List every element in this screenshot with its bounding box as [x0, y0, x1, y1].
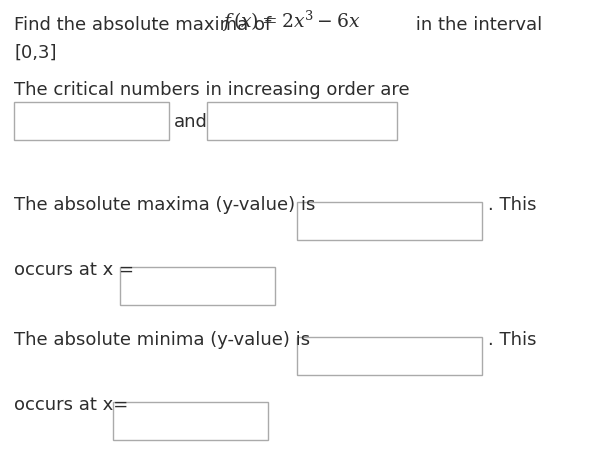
FancyBboxPatch shape	[14, 102, 169, 140]
FancyBboxPatch shape	[113, 402, 268, 440]
Text: [0,3]: [0,3]	[14, 44, 57, 62]
Text: occurs at x =: occurs at x =	[14, 261, 134, 279]
FancyBboxPatch shape	[207, 102, 397, 140]
FancyBboxPatch shape	[297, 337, 482, 375]
Text: The absolute minima (y-value) is: The absolute minima (y-value) is	[14, 331, 310, 349]
FancyBboxPatch shape	[120, 267, 275, 305]
Text: in the interval: in the interval	[410, 16, 543, 34]
FancyBboxPatch shape	[297, 202, 482, 240]
Text: The absolute maxima (y-value) is: The absolute maxima (y-value) is	[14, 196, 316, 214]
Text: $f\,(x) = 2x^3 - 6x$: $f\,(x) = 2x^3 - 6x$	[222, 9, 361, 34]
Text: The critical numbers in increasing order are: The critical numbers in increasing order…	[14, 81, 410, 99]
Text: and: and	[174, 113, 208, 131]
Text: Find the absolute maxima of: Find the absolute maxima of	[14, 16, 277, 34]
Text: . This: . This	[488, 331, 537, 349]
Text: occurs at x=: occurs at x=	[14, 396, 128, 414]
Text: . This: . This	[488, 196, 537, 214]
